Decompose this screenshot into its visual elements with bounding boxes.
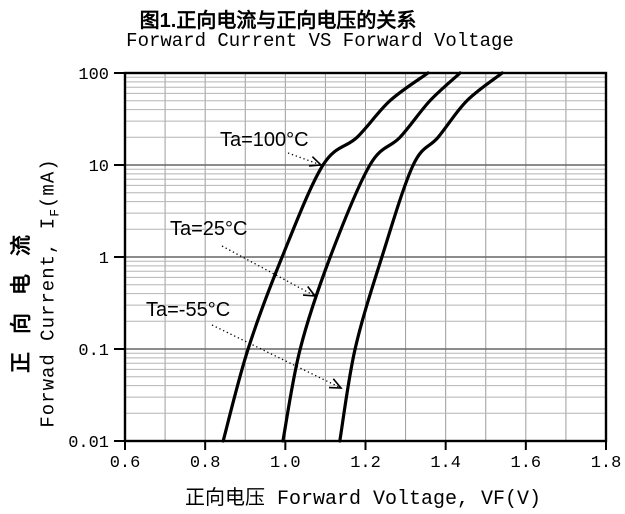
arrow-line-1 [221,245,316,297]
x-tick-label: 0.8 [190,454,221,473]
x-tick-label: 1.6 [511,454,542,473]
arrow-head-1 [302,286,317,297]
x-tick-label: 0.6 [110,454,141,473]
arrow-line-2 [211,324,342,389]
curves [221,71,504,443]
arrow-line-0 [287,152,322,166]
y-tick-label: 0.01 [68,434,109,453]
y-tick-label: 100 [78,66,109,85]
curve-1 [281,71,462,443]
x-tick-label: 1.4 [430,454,461,473]
tick-labels: 0.6 0.8 1.0 1.2 1.4 1.6 1.8 100 10 1 0.1 0.01 [68,66,621,473]
figure-title-en: Forward Current VS Forward Voltage [126,30,514,52]
annotation-ta-minus55c: Ta=-55°C [146,299,231,321]
annotation-ta-25c: Ta=25°C [170,218,248,240]
curve-2 [338,71,504,443]
x-tick-label: 1.2 [350,454,381,473]
annotation-ta-100c: Ta=100°C [220,129,309,151]
y-tick-label: 1 [99,250,109,269]
x-tick-label: 1.8 [591,454,622,473]
x-tick-label: 1.0 [270,454,301,473]
arrow-head-0 [308,156,323,167]
curve-0 [221,71,430,443]
gridlines-major [125,164,606,350]
axis-frame-and-ticks [114,71,608,450]
figure-title-cn: 图1.正向电流与正向电压的关系 [139,10,417,32]
x-axis-label: 正向电压 Forward Voltage, VF(V) [184,488,542,511]
annotation-arrows [211,152,343,389]
y-tick-label: 10 [89,158,109,177]
arrow-head-2 [328,378,343,389]
y-tick-label: 0.1 [78,342,109,361]
